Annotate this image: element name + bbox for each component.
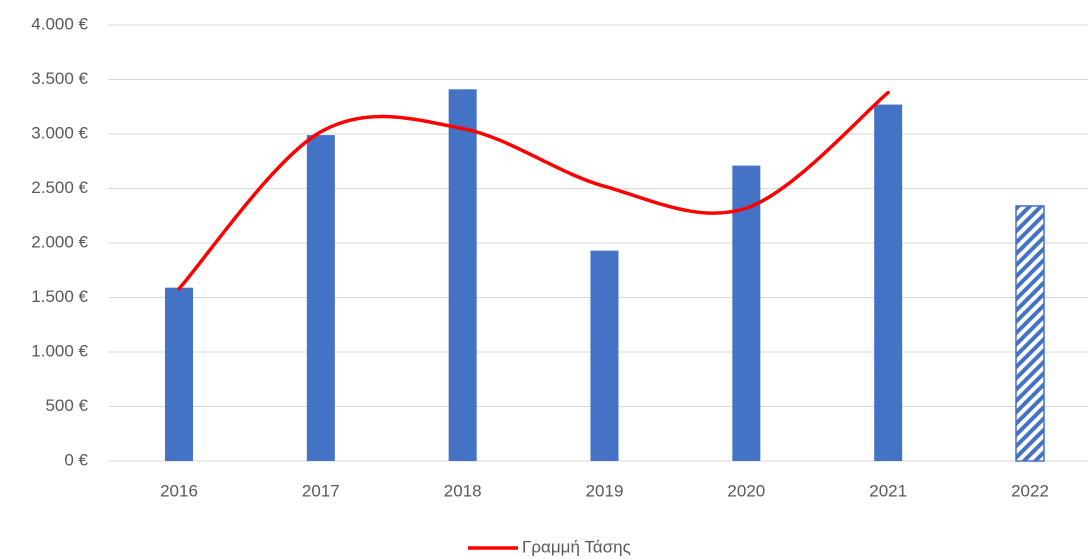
x-tick-label: 2016	[160, 481, 198, 500]
bar	[448, 89, 477, 461]
x-tick-label: 2018	[444, 481, 482, 500]
x-tick-label: 2017	[302, 481, 340, 500]
bar	[590, 250, 619, 461]
y-tick-label: 2.000 €	[31, 232, 88, 251]
y-tick-label: 1.000 €	[31, 341, 88, 360]
y-tick-label: 3.500 €	[31, 69, 88, 88]
bar	[874, 104, 903, 461]
bar	[1015, 205, 1045, 462]
x-tick-label: 2020	[727, 481, 765, 500]
bar	[306, 135, 335, 461]
x-tick-label: 2019	[586, 481, 624, 500]
y-tick-label: 0 €	[64, 450, 88, 469]
y-tick-label: 500 €	[45, 396, 88, 415]
y-tick-label: 3.000 €	[31, 123, 88, 142]
bar	[165, 287, 193, 461]
y-tick-label: 4.000 €	[31, 14, 88, 33]
trend-line	[177, 90, 890, 291]
y-tick-label: 1.500 €	[31, 287, 88, 306]
x-tick-label: 2022	[1011, 481, 1049, 500]
y-tick-label: 2.500 €	[31, 178, 88, 197]
legend-label: Γραμμή Τάσης	[522, 537, 631, 556]
bar	[732, 165, 761, 462]
x-tick-label: 2021	[869, 481, 907, 500]
